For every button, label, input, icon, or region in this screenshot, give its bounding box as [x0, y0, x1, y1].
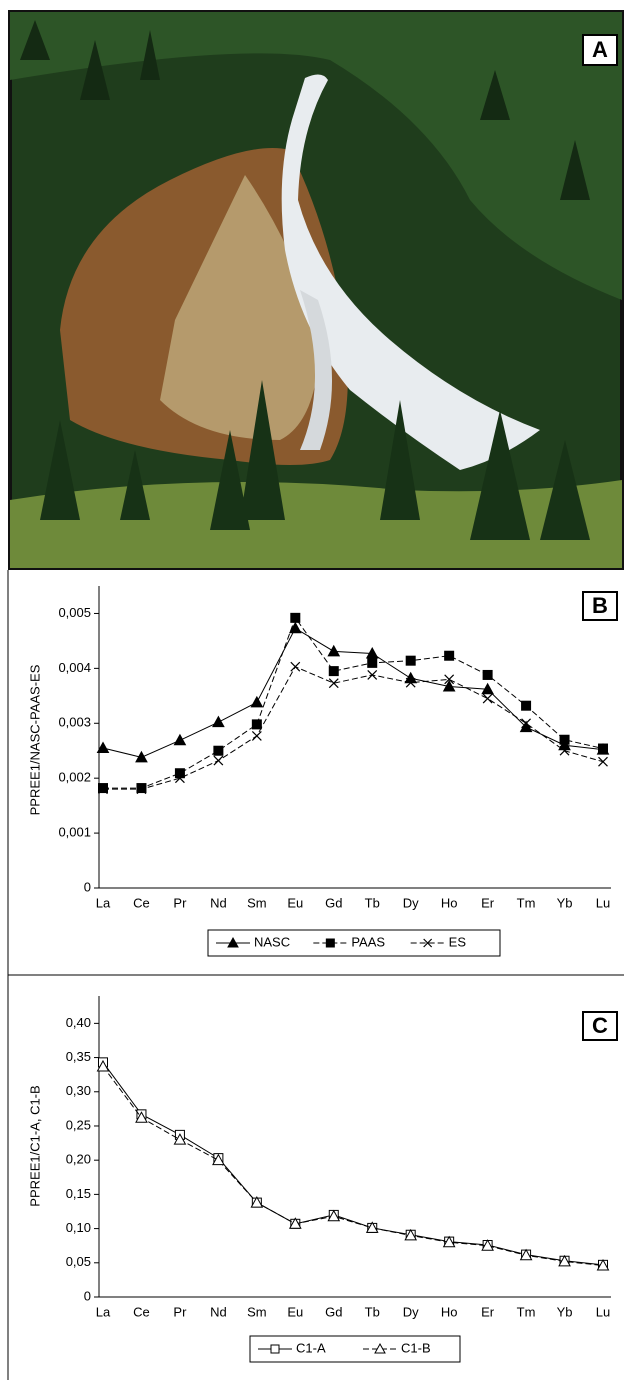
y-tick-label: 0,001: [58, 825, 91, 840]
x-tick-label: Er: [481, 895, 495, 910]
x-tick-label: Tb: [365, 895, 380, 910]
marker: [329, 679, 338, 688]
marker: [405, 673, 416, 683]
y-axis-label: PPREE1/NASC-PAAS-ES: [27, 664, 42, 815]
marker: [328, 646, 339, 656]
y-tick-label: 0,15: [66, 1186, 91, 1201]
series-line: [103, 1062, 603, 1264]
x-tick-label: Gd: [325, 1304, 342, 1319]
y-tick-label: 0,002: [58, 770, 91, 785]
x-tick-label: Tm: [517, 1304, 536, 1319]
photo: A: [10, 12, 622, 568]
x-tick-label: Sm: [247, 1304, 267, 1319]
y-tick-label: 0,003: [58, 715, 91, 730]
x-tick-label: Ce: [133, 895, 150, 910]
panel-label: B: [592, 593, 608, 618]
marker: [368, 670, 377, 679]
y-tick-label: 0,25: [66, 1117, 91, 1132]
x-tick-label: Ho: [441, 1304, 458, 1319]
y-axis-label: PPREE1/C1-A, C1-B: [27, 1085, 42, 1206]
marker: [214, 746, 223, 755]
x-tick-label: La: [96, 1304, 111, 1319]
marker: [599, 744, 608, 753]
x-tick-label: Er: [481, 1304, 495, 1319]
x-tick-label: Dy: [403, 1304, 419, 1319]
marker: [406, 656, 415, 665]
y-tick-label: 0,30: [66, 1083, 91, 1098]
x-tick-label: Pr: [173, 1304, 187, 1319]
marker: [483, 670, 492, 679]
panel-label: A: [592, 37, 608, 62]
legend-label: PAAS: [351, 934, 385, 949]
panel-frames: [8, 570, 624, 1380]
x-tick-label: Yb: [557, 1304, 573, 1319]
legend-marker: [271, 1345, 279, 1353]
x-tick-label: Sm: [247, 895, 267, 910]
y-tick-label: 0: [84, 1288, 91, 1303]
marker: [368, 658, 377, 667]
marker: [560, 735, 569, 744]
y-tick-label: 0,05: [66, 1254, 91, 1269]
y-tick-label: 0,005: [58, 605, 91, 620]
x-tick-label: Nd: [210, 895, 227, 910]
marker: [291, 613, 300, 622]
y-tick-label: 0,40: [66, 1015, 91, 1030]
x-tick-label: Tb: [365, 1304, 380, 1319]
marker: [599, 757, 608, 766]
marker: [252, 720, 261, 729]
marker: [291, 662, 300, 671]
x-tick-label: Gd: [325, 895, 342, 910]
y-tick-label: 0,35: [66, 1049, 91, 1064]
marker: [329, 667, 338, 676]
marker: [483, 694, 492, 703]
x-tick-label: Dy: [403, 895, 419, 910]
x-tick-label: Ce: [133, 1304, 150, 1319]
x-tick-label: Tm: [517, 895, 536, 910]
marker: [252, 731, 261, 740]
x-tick-label: Ho: [441, 895, 458, 910]
series-line: [103, 1066, 603, 1265]
x-tick-label: Eu: [287, 1304, 303, 1319]
x-tick-label: Lu: [596, 895, 610, 910]
marker: [251, 697, 262, 707]
legend-label: NASC: [254, 934, 290, 949]
marker: [99, 784, 108, 793]
y-tick-label: 0: [84, 879, 91, 894]
panel-label: C: [592, 1013, 608, 1038]
x-tick-label: La: [96, 895, 111, 910]
y-tick-label: 0,004: [58, 660, 91, 675]
x-tick-label: Lu: [596, 1304, 610, 1319]
figure: A 0 0,001 0,002 0,003 0,004 0,005 La Ce Pr Nd Sm Eu…: [0, 0, 624, 1380]
x-tick-label: Eu: [287, 895, 303, 910]
legend-label: ES: [449, 934, 467, 949]
marker: [445, 651, 454, 660]
x-tick-label: Pr: [173, 895, 187, 910]
marker: [214, 756, 223, 765]
x-tick-label: Yb: [557, 895, 573, 910]
legend-label: C1-A: [296, 1340, 326, 1355]
marker: [174, 735, 185, 745]
legend-label: C1-B: [401, 1340, 431, 1355]
marker: [522, 701, 531, 710]
x-tick-label: Nd: [210, 1304, 227, 1319]
y-tick-label: 0,10: [66, 1220, 91, 1235]
marker: [213, 717, 224, 727]
legend-marker: [326, 939, 334, 947]
y-tick-label: 0,20: [66, 1152, 91, 1167]
